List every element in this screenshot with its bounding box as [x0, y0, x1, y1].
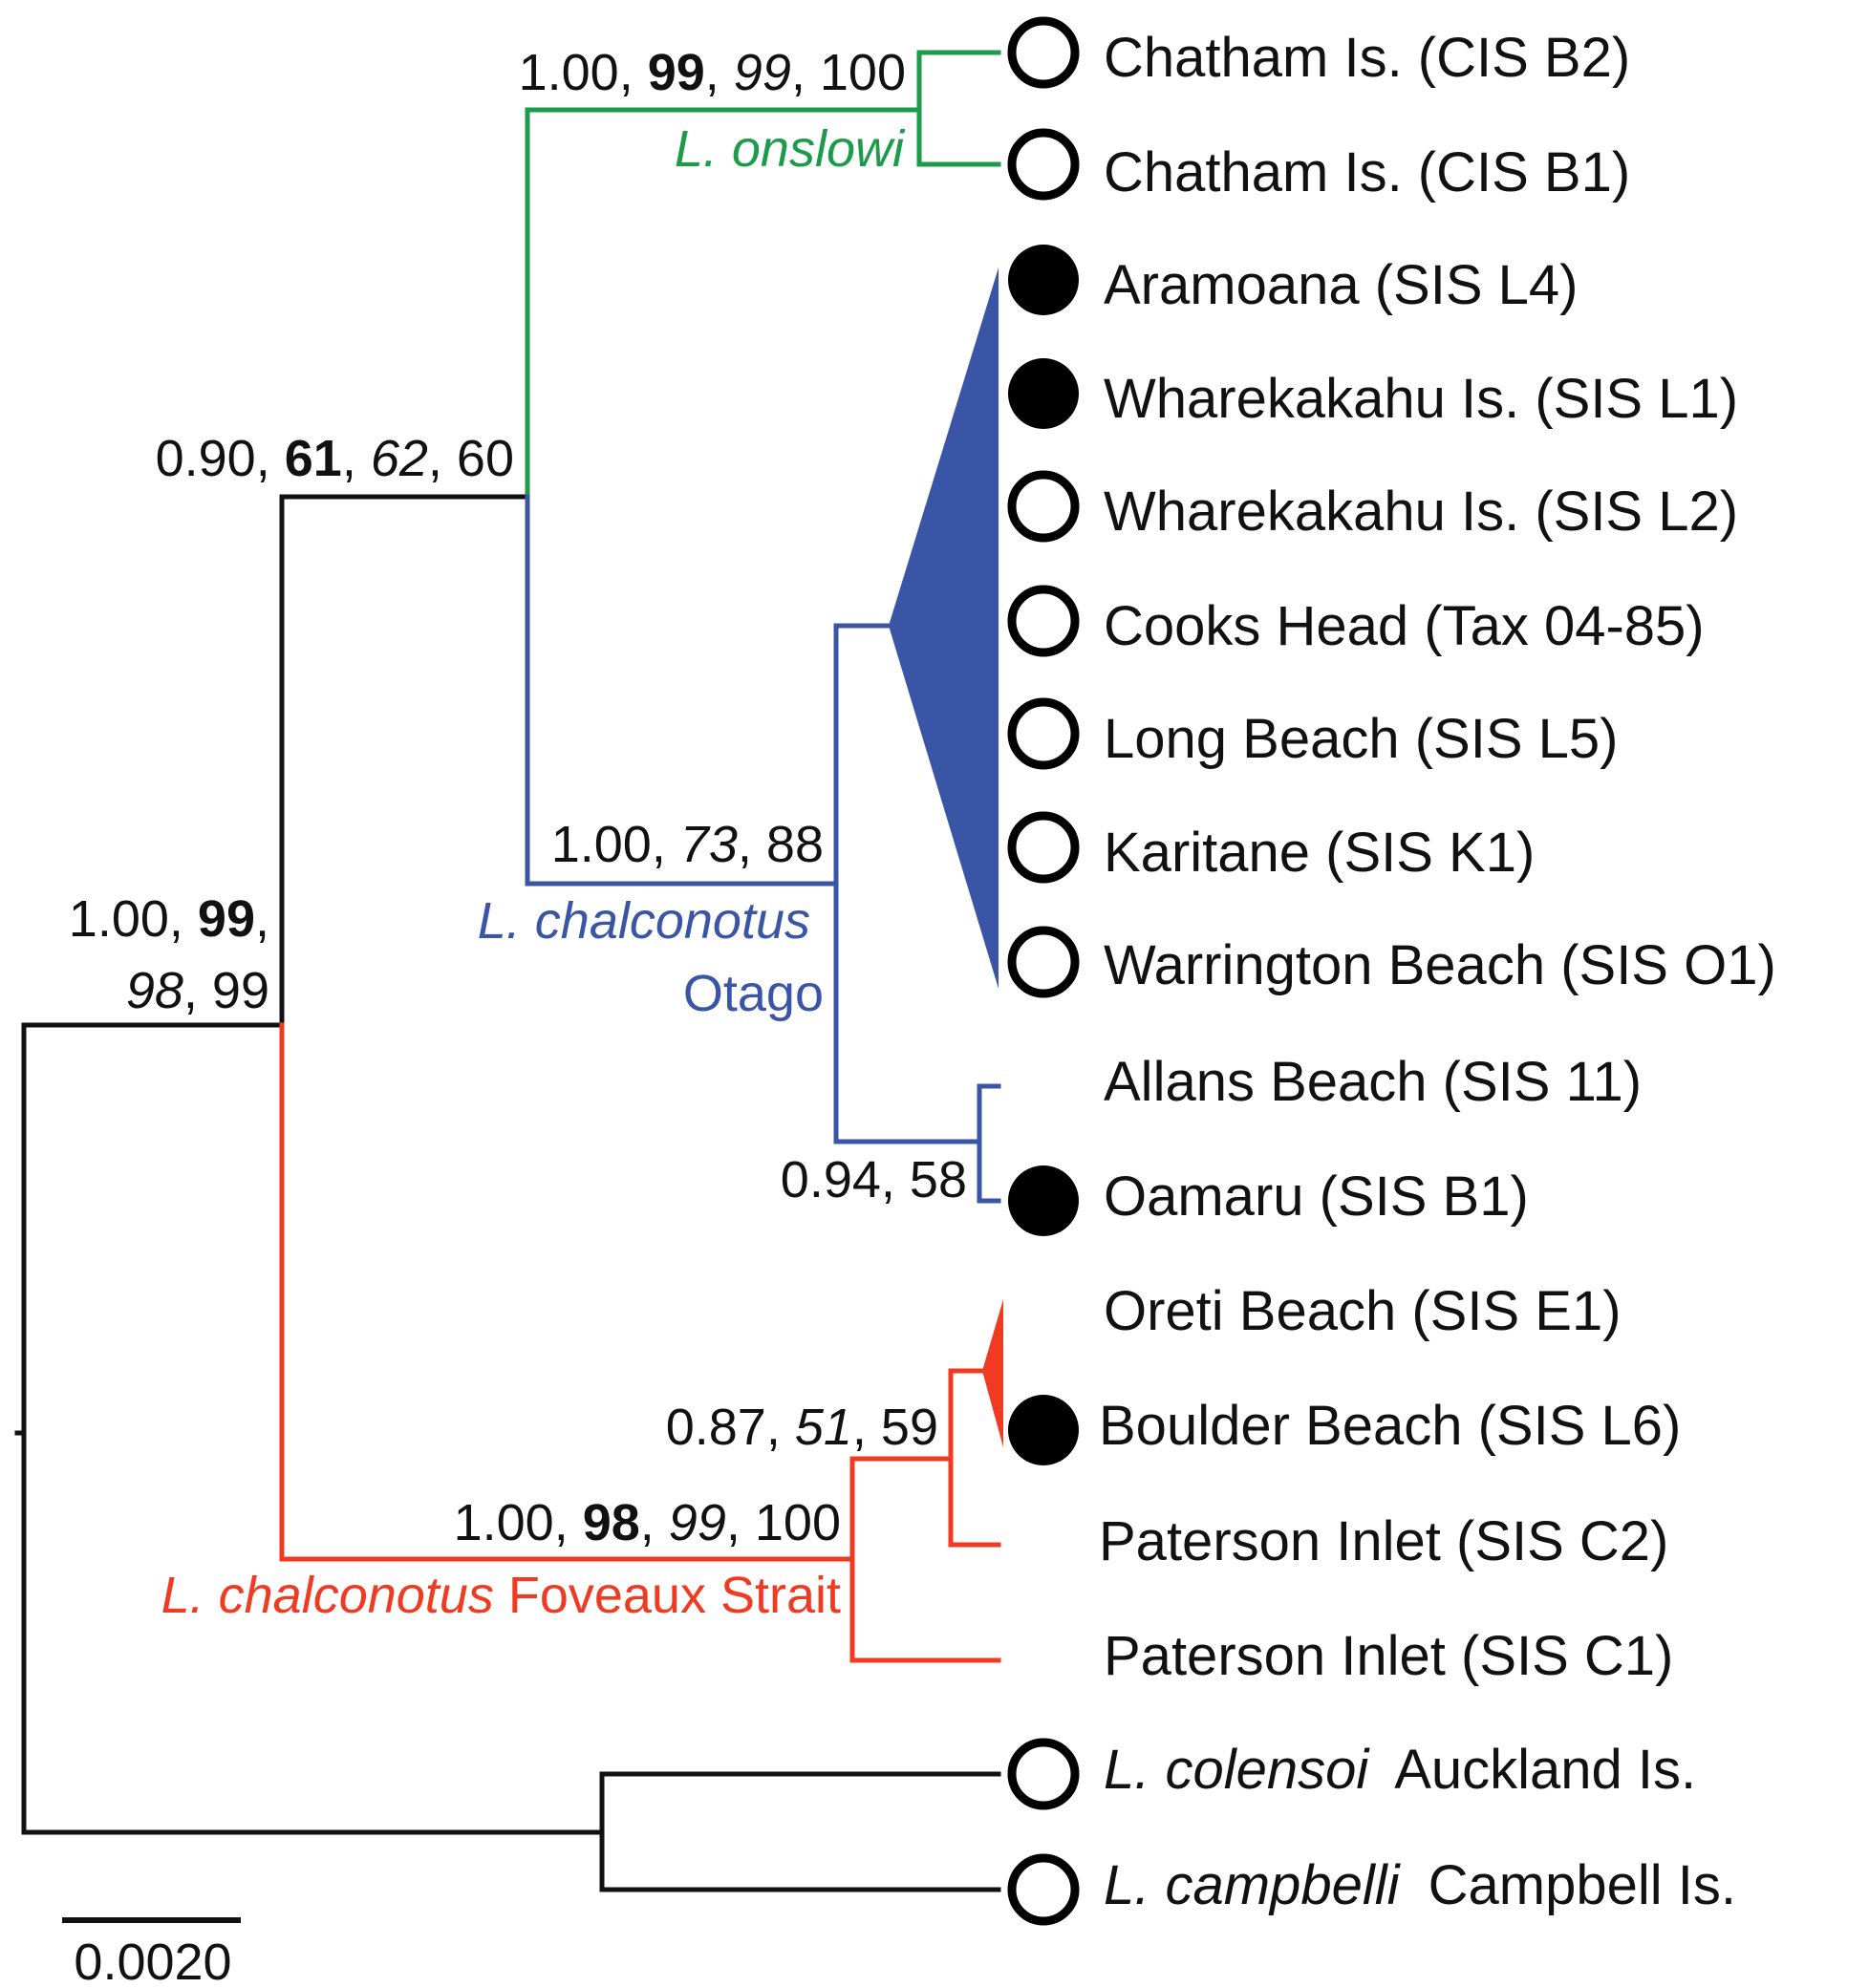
otago-collapsed-clade: [889, 267, 999, 989]
support-allans-oamaru: 0.94, 58: [781, 1151, 967, 1208]
branches-black: [14, 494, 1001, 1892]
open-circle-marker: [1007, 697, 1080, 770]
filled-circle-marker: [1008, 245, 1079, 315]
clade-label-otago-species: L. chalconotus: [478, 892, 810, 950]
open-circle-marker: [1007, 16, 1080, 89]
support-foveaux: 1.00, 98, 99, 100: [454, 1494, 841, 1551]
open-circle-marker: [1007, 585, 1080, 657]
tip-label: Aramoana (SIS L4): [1104, 254, 1578, 316]
tip-label: Chatham Is. (CIS B2): [1104, 27, 1630, 89]
tip-label: L. colensoi Auckland Is.: [1104, 1739, 1696, 1801]
support-root-ingroup-line2: 98, 99: [126, 962, 269, 1019]
branches-foveaux: [279, 1022, 1001, 1663]
filled-circle-marker: [1008, 358, 1079, 429]
tip-labels: Chatham Is. (CIS B2) Chatham Is. (CIS B1…: [1099, 27, 1776, 1916]
clade-label-foveaux: L. chalconotus Foveaux Strait: [161, 1567, 841, 1624]
tip-label: Paterson Inlet (SIS C1): [1104, 1625, 1673, 1687]
tip-label-locality: Auckland Is.: [1394, 1739, 1696, 1801]
support-otago: 1.00, 73, 88: [551, 816, 824, 873]
open-circle-marker: [1007, 1738, 1080, 1810]
branches-onslowi: [525, 50, 1001, 500]
tip-label: L. campbelli Campbell Is.: [1104, 1854, 1736, 1916]
tip-label-species: L. colensoi: [1104, 1739, 1370, 1801]
tip-label: Warrington Beach (SIS O1): [1104, 934, 1776, 996]
clade-labels: L. onslowi L. chalconotus Otago L. chalc…: [161, 120, 906, 1624]
open-circle-marker: [1007, 926, 1080, 998]
tip-label-species: L. campbelli: [1104, 1854, 1402, 1916]
support-values: 1.00, 99, 99, 100 0.90, 61, 62, 60 1.00,…: [69, 44, 967, 1551]
tip-label: Oreti Beach (SIS E1): [1104, 1280, 1622, 1342]
clade-label-otago-region: Otago: [683, 965, 824, 1022]
support-onslowi: 1.00, 99, 99, 100: [519, 44, 906, 101]
open-circle-marker: [1007, 811, 1080, 884]
tip-label: Wharekakahu Is. (SIS L2): [1104, 481, 1738, 543]
tip-markers: [1007, 16, 1080, 1926]
filled-circle-marker: [1008, 1395, 1079, 1465]
scale-bar-label: 0.0020: [74, 1934, 231, 1988]
oreti-boulder-collapsed-clade: [982, 1299, 1003, 1447]
scale-bar: 0.0020: [62, 1917, 241, 1988]
open-circle-marker: [1007, 1853, 1080, 1926]
tip-label: Cooks Head (Tax 04-85): [1104, 595, 1705, 657]
clade-label-onslowi: L. onslowi: [675, 120, 906, 178]
support-ingroup-top: 0.90, 61, 62, 60: [156, 430, 514, 487]
tip-label: Karitane (SIS K1): [1104, 822, 1535, 884]
branches-otago: [525, 494, 1001, 1204]
tip-label-locality: Campbell Is.: [1429, 1854, 1736, 1916]
tip-label: Oamaru (SIS B1): [1104, 1165, 1529, 1228]
open-circle-marker: [1007, 470, 1080, 543]
tip-label: Allans Beach (SIS 11): [1104, 1051, 1642, 1113]
tip-label: Chatham Is. (CIS B1): [1104, 141, 1630, 203]
tip-label: Boulder Beach (SIS L6): [1099, 1395, 1681, 1457]
support-foveaux-inner: 0.87, 51, 59: [666, 1399, 938, 1456]
support-root-ingroup-line1: 1.00, 99,: [69, 890, 269, 948]
tip-label: Long Beach (SIS L5): [1104, 708, 1618, 770]
tip-label: Wharekakahu Is. (SIS L1): [1104, 368, 1738, 430]
filled-circle-marker: [1008, 1165, 1079, 1236]
tip-label: Paterson Inlet (SIS C2): [1099, 1510, 1668, 1572]
open-circle-marker: [1007, 128, 1080, 201]
